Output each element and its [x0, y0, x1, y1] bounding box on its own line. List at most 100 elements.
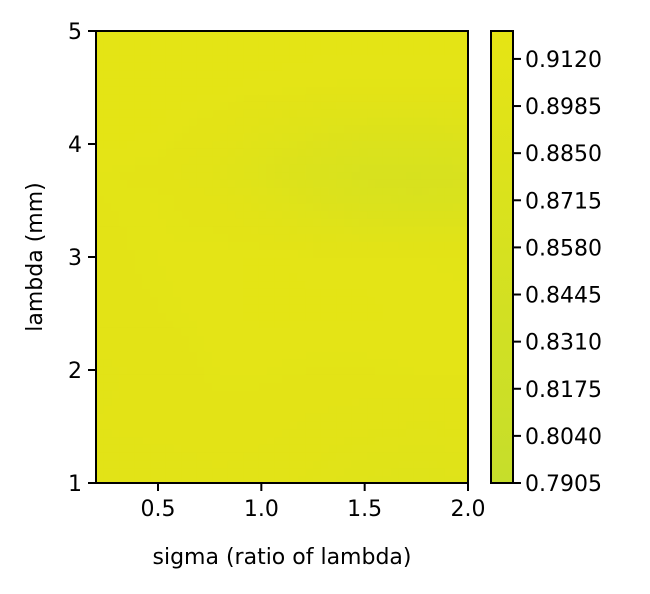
heatmap-cell: [274, 225, 283, 235]
heatmap-cell: [220, 366, 229, 375]
heatmap-cell: [390, 280, 400, 289]
heatmap-cell: [158, 319, 167, 328]
heatmap-cell: [127, 295, 136, 305]
heatmap-cell: [390, 303, 400, 313]
heatmap-cell: [165, 210, 175, 219]
heatmap-cell: [344, 233, 353, 243]
heatmap-cell: [367, 334, 376, 344]
heatmap-cell: [127, 77, 136, 87]
heatmap-cell: [297, 249, 307, 258]
heatmap-cell: [313, 69, 322, 79]
heatmap-cell: [103, 233, 113, 243]
heatmap-cell: [390, 436, 400, 445]
colorbar-tick-label: 0.8580: [525, 236, 602, 261]
heatmap-cell: [367, 93, 376, 102]
heatmap-cell: [320, 108, 330, 118]
heatmap-cell: [227, 186, 237, 196]
heatmap-cell: [289, 420, 299, 430]
heatmap-cell: [382, 405, 392, 414]
heatmap-cell: [274, 249, 283, 258]
heatmap-cell: [413, 249, 423, 258]
heatmap-cell: [452, 155, 462, 165]
heatmap-cell: [96, 373, 105, 383]
heatmap-cell: [189, 350, 198, 360]
heatmap-cell: [367, 233, 376, 243]
heatmap-cell: [398, 46, 407, 56]
heatmap-cell: [344, 295, 353, 305]
heatmap-cell: [452, 249, 462, 258]
heatmap-cell: [336, 124, 345, 134]
heatmap-cell: [421, 381, 431, 391]
heatmap-cell: [142, 381, 152, 391]
heatmap-cell: [158, 342, 167, 352]
heatmap-cell: [367, 311, 376, 321]
heatmap-cell: [158, 108, 167, 118]
heatmap-cell: [142, 38, 152, 48]
heatmap-cell: [367, 179, 376, 188]
heatmap-cell: [398, 428, 407, 438]
heatmap-cell: [297, 241, 307, 250]
heatmap-cell: [266, 194, 276, 204]
heatmap-cell: [150, 475, 159, 483]
heatmap-cell: [282, 77, 291, 87]
heatmap-cell: [367, 163, 376, 173]
heatmap-cell: [313, 155, 322, 165]
y-tick-label: 4: [68, 133, 82, 158]
heatmap-cell: [328, 179, 338, 188]
heatmap-cell: [398, 31, 407, 40]
heatmap-cell: [421, 69, 431, 79]
heatmap-cell: [96, 147, 105, 157]
heatmap-cell: [227, 108, 237, 118]
heatmap-cell: [227, 280, 237, 289]
heatmap-cell: [320, 62, 330, 71]
heatmap-cell: [320, 93, 330, 102]
y-axis-label: lambda (mm): [23, 182, 48, 331]
heatmap-cell: [375, 366, 384, 375]
heatmap-cell: [258, 163, 268, 173]
heatmap-cell: [367, 288, 376, 297]
heatmap-cell: [96, 397, 105, 406]
heatmap-cell: [429, 249, 438, 258]
heatmap-cell: [452, 475, 462, 483]
heatmap-cell: [181, 140, 190, 149]
heatmap-cell: [320, 38, 330, 48]
heatmap-cell: [289, 54, 299, 63]
heatmap-cell: [282, 459, 291, 469]
x-tick-label: 2.0: [451, 497, 486, 522]
heatmap-cell: [220, 358, 229, 367]
heatmap-cell: [367, 147, 376, 157]
heatmap-cell: [305, 62, 314, 71]
heatmap-cell: [142, 272, 152, 282]
heatmap-cell: [328, 186, 338, 196]
heatmap-cell: [305, 389, 314, 399]
heatmap-cell: [258, 303, 268, 313]
heatmap-cell: [367, 31, 376, 40]
heatmap-cell: [328, 397, 338, 406]
heatmap-cell: [351, 163, 361, 173]
heatmap-cell: [103, 451, 113, 461]
heatmap-cell: [444, 350, 454, 360]
heatmap-cell: [390, 38, 400, 48]
colorbar: [490, 30, 514, 484]
heatmap-cell: [243, 171, 252, 180]
heatmap-cell: [460, 451, 468, 461]
heatmap-cell: [173, 295, 183, 305]
heatmap-cell: [406, 350, 415, 360]
heatmap-cell: [142, 405, 152, 414]
heatmap-cell: [251, 311, 260, 321]
heatmap-cell: [111, 459, 121, 469]
heatmap-cell: [243, 428, 252, 438]
heatmap-cell: [320, 350, 330, 360]
heatmap-cell: [251, 62, 260, 71]
heatmap-cell: [320, 54, 330, 63]
heatmap-cell: [452, 405, 462, 414]
heatmap-cell: [313, 77, 322, 87]
heatmap-cell: [429, 54, 438, 63]
heatmap-cell: [103, 444, 113, 453]
heatmap-cell: [297, 459, 307, 469]
heatmap-cell: [382, 350, 392, 360]
heatmap-cell: [344, 288, 353, 297]
heatmap-cell: [134, 272, 144, 282]
heatmap-cell: [251, 249, 260, 258]
heatmap-cell: [437, 358, 446, 367]
